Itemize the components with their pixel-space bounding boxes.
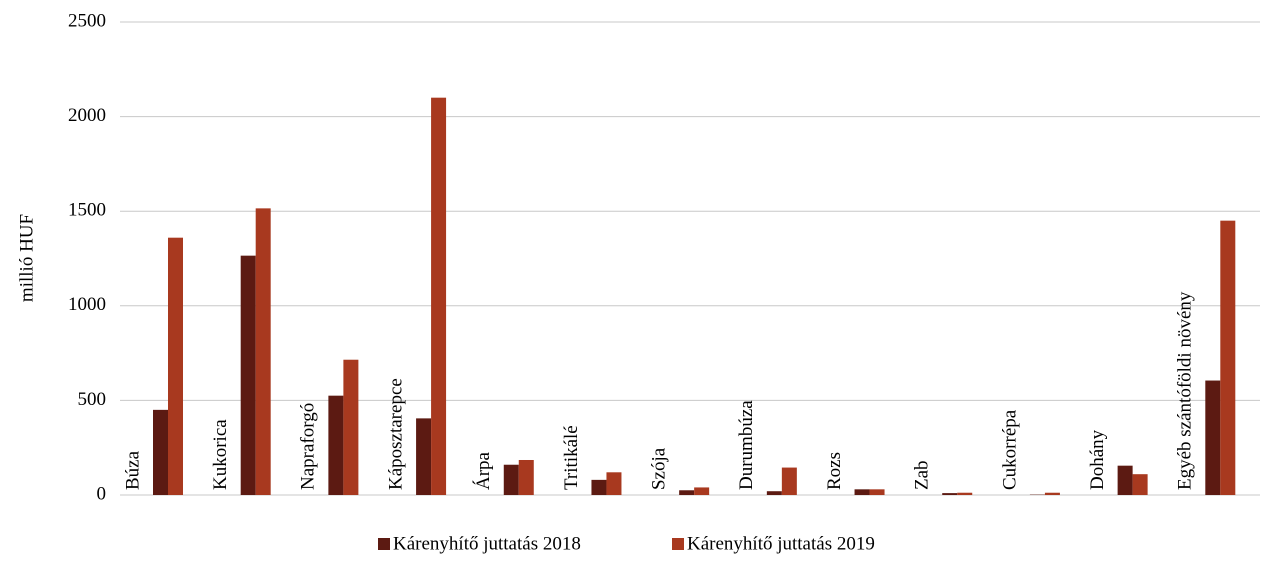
bar (606, 472, 621, 495)
x-tick-label: Zab (912, 460, 933, 490)
y-tick-label: 0 (97, 483, 107, 504)
x-tick-label: Napraforgó (298, 403, 319, 490)
bar (767, 491, 782, 495)
y-tick-label: 1000 (68, 294, 106, 315)
x-tick-label: Durumbúza (736, 400, 757, 490)
bar (328, 396, 343, 495)
y-tick-label: 2500 (68, 10, 106, 31)
bar (504, 465, 519, 495)
bar (1133, 474, 1148, 495)
bar (679, 490, 694, 495)
x-tick-label: Dohány (1087, 429, 1108, 490)
bar (1045, 493, 1060, 495)
bar (241, 256, 256, 495)
bar (870, 489, 885, 495)
x-tick-label: Kukorica (210, 419, 231, 490)
legend-swatch (378, 538, 390, 550)
x-tick-label: Szója (649, 447, 670, 490)
bar (591, 480, 606, 495)
bar (519, 460, 534, 495)
bar (416, 418, 431, 495)
y-tick-label: 500 (78, 389, 107, 410)
y-axis-label: millió HUF (16, 214, 37, 302)
bar (855, 489, 870, 495)
bar (782, 468, 797, 495)
legend-label: Kárenyhítő juttatás 2018 (393, 533, 581, 554)
x-tick-label: Árpa (472, 451, 494, 490)
bar (694, 487, 709, 495)
bar (1220, 221, 1235, 495)
bar (256, 208, 271, 495)
legend-label: Kárenyhítő juttatás 2019 (687, 533, 875, 554)
bar (1205, 381, 1220, 495)
bar (153, 410, 168, 495)
bar (957, 493, 972, 495)
bar (343, 360, 358, 495)
bar (431, 98, 446, 495)
bar (1118, 466, 1133, 495)
x-tick-label: Egyéb szántóföldi növény (1175, 291, 1196, 490)
y-tick-label: 1500 (68, 200, 106, 221)
x-tick-label: Búza (122, 450, 143, 490)
x-tick-label: Káposztarepce (385, 378, 406, 490)
bar (168, 238, 183, 495)
y-tick-label: 2000 (68, 105, 106, 126)
bar (942, 493, 957, 495)
x-tick-label: Tritikálé (561, 425, 582, 490)
x-tick-label: Rozs (824, 452, 845, 490)
x-tick-label: Cukorrépa (999, 409, 1020, 490)
legend-swatch (672, 538, 684, 550)
